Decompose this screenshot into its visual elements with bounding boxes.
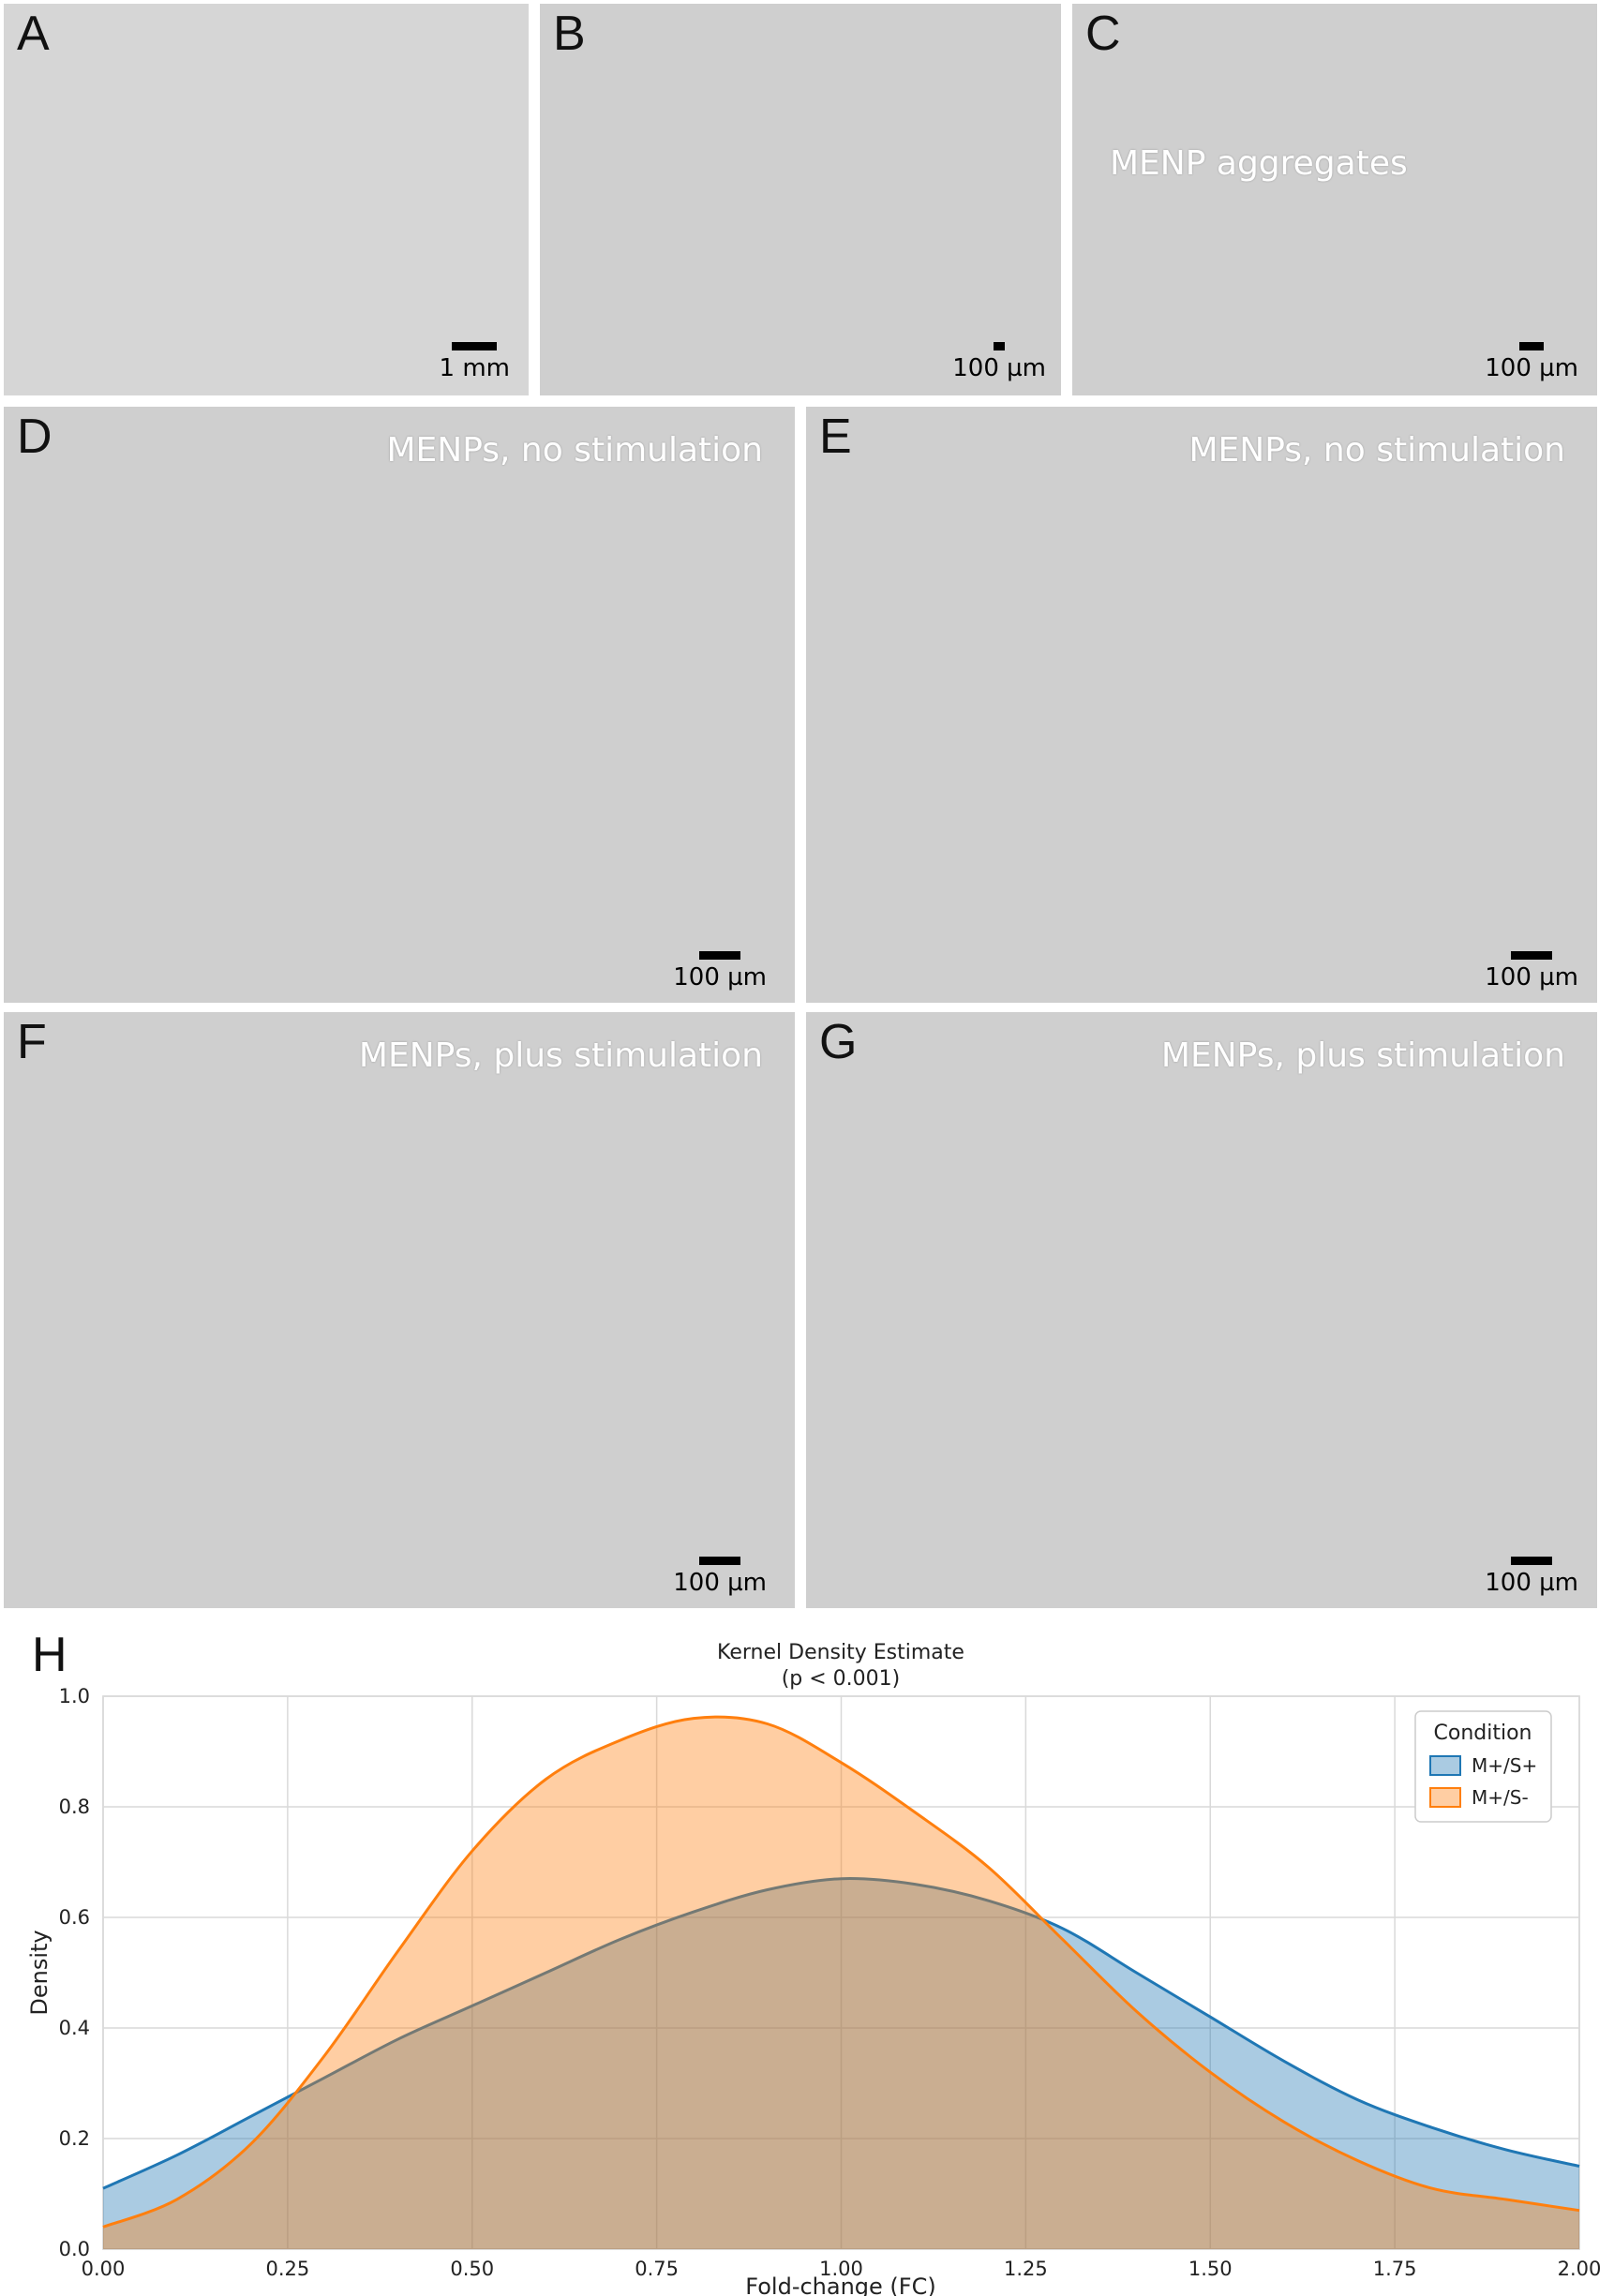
panel-letter: D <box>17 410 52 464</box>
scale-bar: 100 µm <box>1485 342 1578 382</box>
panel-letter: E <box>819 410 852 464</box>
x-tick-label: 0.00 <box>82 2258 126 2280</box>
panel-letter: F <box>17 1015 47 1069</box>
panel-letter: B <box>553 7 586 61</box>
panel-e: E MENPs, no stimulation 100 µm <box>806 407 1597 1003</box>
y-tick-label: 0.2 <box>59 2127 90 2150</box>
chart-title: Kernel Density Estimate <box>717 1641 964 1664</box>
panel-letter: G <box>819 1015 858 1069</box>
scale-bar: 1 mm <box>440 342 510 382</box>
legend-swatch-m-plus-s-plus <box>1429 1755 1461 1776</box>
x-tick-label: 1.75 <box>1373 2258 1417 2280</box>
legend: Condition M+/S+ M+/S- <box>1414 1710 1552 1823</box>
panel-a: A 1 mm <box>4 4 529 395</box>
gridlines <box>102 1695 1580 2250</box>
panel-c: C MENP aggregates 100 µm <box>1072 4 1597 395</box>
y-tick-label: 0.8 <box>59 1796 90 1818</box>
legend-label-m-plus-s-plus: M+/S+ <box>1472 1754 1537 1777</box>
x-tick-label: 2.00 <box>1558 2258 1602 2280</box>
legend-label-m-plus-s-minus: M+/S- <box>1472 1786 1529 1809</box>
panel-letter: A <box>17 7 50 61</box>
y-axis-label: Density <box>26 1930 52 2015</box>
panel-g: G MENPs, plus stimulation 100 µm <box>806 1012 1597 1608</box>
x-axis-label: Fold-change (FC) <box>745 2274 935 2296</box>
panel-f: F MENPs, plus stimulation 100 µm <box>4 1012 795 1608</box>
panel-caption: MENP aggregates <box>1110 144 1408 183</box>
panel-letter: C <box>1085 7 1121 61</box>
panel-caption: MENPs, no stimulation <box>386 431 763 470</box>
x-tick-label: 0.25 <box>265 2258 309 2280</box>
scale-bar-label: 100 µm <box>673 1569 767 1597</box>
scale-bar-label: 100 µm <box>673 963 767 991</box>
y-tick-label: 0.6 <box>59 1906 90 1929</box>
panel-caption: MENPs, no stimulation <box>1188 431 1565 470</box>
y-tick-label: 1.0 <box>59 1685 90 1707</box>
panel-caption: MENPs, plus stimulation <box>358 1036 763 1075</box>
legend-swatch-m-plus-s-minus <box>1429 1787 1461 1808</box>
scale-bar-label: 1 mm <box>439 354 510 382</box>
x-tick-label: 0.75 <box>635 2258 679 2280</box>
series-m-plus-s-minus-area <box>103 1717 1579 2249</box>
x-tick-label: 1.25 <box>1004 2258 1048 2280</box>
scale-bar-label: 100 µm <box>1485 354 1578 382</box>
x-tick-label: 0.50 <box>450 2258 494 2280</box>
y-tick-label: 0.0 <box>59 2238 90 2260</box>
scale-bar: 100 µm <box>673 951 767 991</box>
scale-bar-label: 100 µm <box>952 354 1046 382</box>
panel-d: D MENPs, no stimulation 100 µm <box>4 407 795 1003</box>
legend-title: Condition <box>1434 1722 1532 1745</box>
panel-b: B 100 µm <box>540 4 1061 395</box>
scale-bar-label: 100 µm <box>1485 1569 1578 1597</box>
series-layer <box>102 1715 1580 2249</box>
chart-subtitle: (p < 0.001) <box>782 1667 901 1691</box>
panel-letter-h: H <box>32 1628 67 1682</box>
x-tick-label: 1.00 <box>819 2258 863 2280</box>
kde-chart: 0.00 0.25 0.50 0.75 1.00 1.25 1.50 1.75 2.00 0.0… <box>26 1641 1602 2296</box>
series-m-plus-s-minus-line <box>102 1715 1580 2229</box>
y-tick-labels: 0.0 0.2 0.4 0.6 0.8 1.0 <box>59 1685 90 2260</box>
scale-bar: 100 µm <box>1485 1557 1578 1597</box>
scale-bar: 100 µm <box>673 1557 767 1597</box>
scale-bar: 100 µm <box>952 342 1046 382</box>
x-tick-label: 1.50 <box>1188 2258 1233 2280</box>
scale-bar-label: 100 µm <box>1485 963 1578 991</box>
panel-caption: MENPs, plus stimulation <box>1160 1036 1565 1075</box>
series-m-plus-s-plus-area <box>103 1878 1579 2249</box>
series-m-plus-s-plus-line <box>102 1877 1580 2190</box>
x-tick-labels: 0.00 0.25 0.50 0.75 1.00 1.25 1.50 1.75 2.00 <box>82 2258 1602 2280</box>
scale-bar: 100 µm <box>1485 951 1578 991</box>
y-tick-label: 0.4 <box>59 2017 90 2039</box>
